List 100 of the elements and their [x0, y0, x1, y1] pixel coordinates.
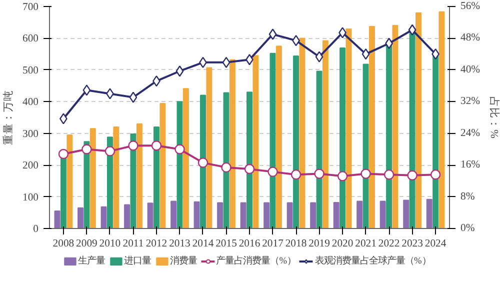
- point: [174, 144, 185, 154]
- x-tick-label: 2017: [262, 238, 284, 250]
- bar: [90, 128, 96, 228]
- x-tick-label: 2020: [332, 238, 354, 250]
- bar: [124, 204, 130, 228]
- y-axis-title: 重量：万吨: [2, 90, 15, 145]
- point: [104, 146, 116, 156]
- bar: [293, 55, 299, 228]
- bar: [217, 202, 224, 228]
- bar: [286, 202, 293, 228]
- bar: [299, 38, 306, 228]
- y-tick-label: 500: [22, 65, 38, 76]
- bar: [66, 134, 73, 228]
- x-tick-label: 2019: [308, 238, 330, 250]
- x-tick-label: 2012: [146, 238, 168, 250]
- x-tick-label: 2011: [122, 238, 144, 250]
- point: [176, 66, 184, 77]
- bar: [246, 92, 252, 228]
- x-tick-label: 2013: [169, 238, 190, 250]
- point: [82, 84, 91, 96]
- y2-tick-label: 16%: [460, 160, 480, 171]
- legend-label: 表观消费量占全球产量（%）: [315, 254, 431, 268]
- point: [314, 168, 324, 179]
- bar: [264, 202, 270, 228]
- y2-tick-label: 0%: [460, 223, 475, 234]
- x-tick-label: 2018: [285, 238, 307, 250]
- bar: [416, 12, 422, 228]
- y-tick-label: 200: [22, 160, 38, 172]
- legend-label: 生产量: [78, 254, 106, 268]
- y2-tick-label: 24%: [460, 128, 480, 139]
- y2-tick-label: 56%: [460, 1, 480, 12]
- point: [360, 168, 371, 179]
- point: [384, 169, 394, 180]
- legend-label: 进口量: [124, 254, 152, 268]
- point: [268, 166, 278, 177]
- point: [244, 164, 255, 174]
- bar: [182, 88, 189, 228]
- point: [198, 158, 208, 168]
- bar: [340, 48, 346, 228]
- bar: [322, 40, 328, 228]
- y2-tick-label: 32%: [460, 96, 480, 108]
- point: [268, 28, 277, 40]
- bar: [240, 202, 246, 228]
- bar: [369, 26, 375, 228]
- y-tick-label: 700: [22, 2, 38, 13]
- x-tick-label: 2016: [238, 238, 261, 250]
- bar: [229, 59, 236, 228]
- bar: [100, 206, 107, 228]
- y-tick-label: 100: [22, 192, 38, 204]
- point: [362, 48, 370, 60]
- y-tick-label: 0: [33, 224, 38, 235]
- bar: [276, 46, 282, 228]
- bar: [392, 25, 398, 228]
- point: [337, 171, 348, 182]
- point: [430, 169, 441, 180]
- bar: [333, 202, 340, 228]
- y2-tick-label: 8%: [460, 191, 475, 202]
- legend-label: 产量占消费量（%）: [216, 254, 296, 268]
- x-tick-label: 2014: [192, 238, 214, 250]
- point: [128, 140, 138, 151]
- x-tick-label: 2008: [52, 238, 74, 250]
- y2-tick-label: 40%: [460, 64, 480, 76]
- point: [222, 56, 230, 68]
- bar: [153, 126, 160, 228]
- bar: [380, 200, 386, 228]
- bar: [206, 67, 212, 228]
- point: [58, 148, 69, 160]
- bar: [362, 64, 369, 228]
- point: [290, 169, 302, 180]
- bar: [310, 202, 316, 228]
- bar: [403, 200, 410, 228]
- bar: [147, 202, 154, 228]
- point: [82, 144, 92, 154]
- bar: [386, 44, 392, 228]
- bar: [113, 126, 120, 228]
- point: [129, 92, 138, 103]
- y-tick-label: 400: [22, 97, 38, 108]
- bar: [356, 200, 363, 228]
- point: [315, 51, 324, 62]
- bar: [200, 94, 206, 228]
- bar: [160, 103, 166, 228]
- bar: [409, 31, 416, 228]
- point: [408, 24, 416, 36]
- bar: [432, 54, 439, 228]
- bar: [78, 207, 84, 228]
- x-tick-label: 2009: [76, 238, 98, 250]
- bar: [136, 123, 142, 228]
- point: [151, 140, 162, 151]
- x-tick-label: 2021: [355, 238, 376, 250]
- bar: [170, 200, 177, 228]
- legend-label: 消费量: [170, 254, 198, 268]
- point: [407, 170, 418, 180]
- x-tick-label: 2023: [402, 238, 423, 250]
- bar: [252, 55, 259, 228]
- bar: [438, 11, 445, 228]
- bar: [194, 201, 200, 228]
- y-tick-label: 300: [22, 128, 38, 140]
- y2-axis-title: 占比：%: [488, 96, 500, 139]
- x-tick-label: 2010: [99, 238, 121, 250]
- bar: [106, 136, 113, 228]
